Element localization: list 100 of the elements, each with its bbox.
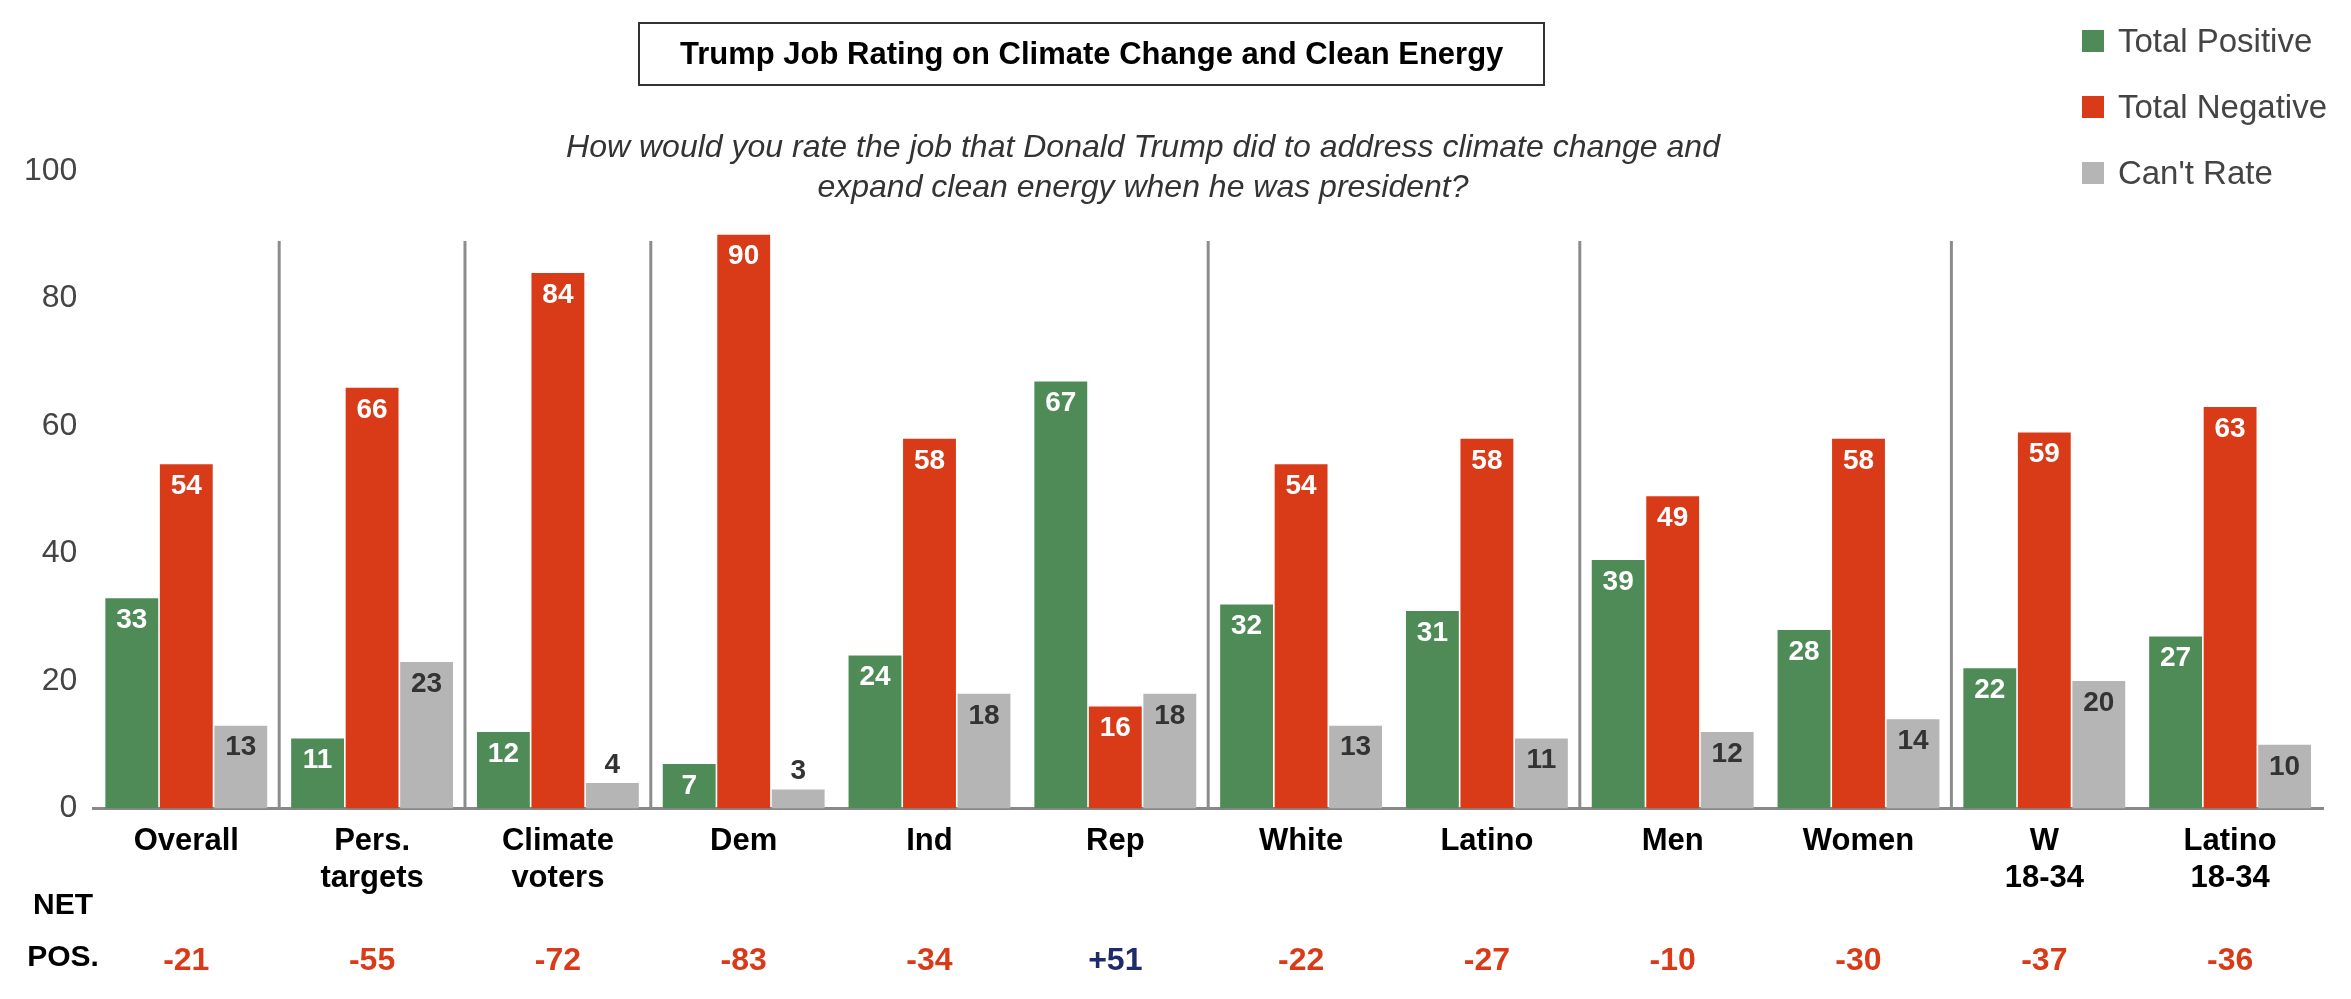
data-label: 18 bbox=[1154, 698, 1186, 730]
data-label: 16 bbox=[1099, 711, 1131, 743]
bar bbox=[771, 789, 825, 809]
text: -55 bbox=[348, 940, 396, 977]
bar bbox=[1646, 496, 1700, 809]
data-label: 32 bbox=[1231, 609, 1263, 641]
legend-label: Total Negative bbox=[2117, 88, 2327, 126]
data-label: 28 bbox=[1788, 634, 1820, 666]
data-label: 54 bbox=[1285, 469, 1318, 501]
text: +51 bbox=[1088, 940, 1143, 977]
bar bbox=[662, 763, 716, 809]
bar bbox=[159, 464, 213, 809]
x-tick-label: Pers. targets bbox=[320, 821, 424, 894]
data-label: 33 bbox=[116, 602, 148, 634]
bar bbox=[1460, 438, 1514, 809]
data-label: 39 bbox=[1602, 564, 1634, 596]
x-tick-label: Overall bbox=[133, 821, 239, 857]
bar bbox=[1963, 668, 2017, 809]
x-tick-label: W 18-34 bbox=[2004, 821, 2085, 894]
data-label: 66 bbox=[356, 392, 388, 424]
text: -34 bbox=[906, 940, 953, 977]
data-label: 3 bbox=[790, 754, 806, 786]
bar bbox=[531, 273, 585, 809]
y-tick-label: 80 bbox=[41, 278, 78, 315]
bar bbox=[1591, 559, 1645, 809]
text: -10 bbox=[1649, 940, 1696, 977]
data-label: 58 bbox=[1842, 443, 1875, 475]
y-tick-label: 60 bbox=[41, 405, 78, 442]
bar bbox=[1034, 381, 1088, 809]
bar bbox=[291, 738, 345, 809]
bar bbox=[1088, 706, 1142, 809]
data-label: 67 bbox=[1045, 386, 1077, 418]
data-label: 13 bbox=[225, 730, 257, 762]
text: -72 bbox=[534, 940, 582, 977]
x-tick-label: Latino bbox=[1440, 821, 1534, 857]
x-tick-label: Latino 18-34 bbox=[2183, 821, 2277, 894]
y-tick-label: 0 bbox=[59, 788, 78, 825]
bar bbox=[1514, 738, 1568, 809]
data-label: 84 bbox=[542, 277, 574, 309]
legend-label: Can't Rate bbox=[2117, 154, 2273, 192]
legend-label: Total Positive bbox=[2117, 22, 2313, 60]
data-label: 20 bbox=[2083, 685, 2115, 717]
bar bbox=[2017, 432, 2071, 809]
text: -27 bbox=[1463, 940, 1511, 977]
bar bbox=[717, 234, 771, 809]
data-label: 14 bbox=[1897, 724, 1929, 756]
text: -21 bbox=[163, 940, 210, 977]
data-label: 27 bbox=[2160, 641, 2192, 673]
bar bbox=[1274, 464, 1328, 809]
data-label: 90 bbox=[728, 239, 760, 271]
x-tick-label: White bbox=[1258, 821, 1344, 857]
bar bbox=[400, 661, 454, 809]
data-label: 13 bbox=[1340, 730, 1372, 762]
text: NET POS. bbox=[27, 887, 99, 973]
bar bbox=[1220, 604, 1274, 809]
data-label: 10 bbox=[2269, 749, 2301, 781]
bar bbox=[1700, 732, 1754, 809]
x-tick-label: Men bbox=[1641, 821, 1704, 857]
bar bbox=[476, 732, 530, 809]
bar bbox=[1405, 610, 1459, 809]
data-label: 58 bbox=[1471, 443, 1503, 475]
y-tick-label: 100 bbox=[24, 150, 78, 187]
data-label: 7 bbox=[681, 768, 697, 800]
data-label: 59 bbox=[2028, 437, 2060, 469]
x-tick-label: Dem bbox=[710, 821, 778, 857]
bar bbox=[105, 598, 159, 809]
bar bbox=[214, 725, 268, 809]
data-label: 23 bbox=[411, 666, 443, 698]
bar bbox=[1329, 725, 1383, 809]
chart-subtitle: How would you rate the job that Donald Trump did to address climate change and expand clean energy when he was president? bbox=[565, 127, 1722, 206]
data-label: 49 bbox=[1657, 500, 1689, 532]
bar bbox=[903, 438, 956, 809]
text: -30 bbox=[1835, 940, 1882, 977]
bar bbox=[1777, 630, 1831, 809]
data-label: 18 bbox=[968, 698, 1000, 730]
text: -37 bbox=[2021, 940, 2068, 977]
data-label: 4 bbox=[604, 747, 621, 779]
data-label: 24 bbox=[859, 660, 891, 692]
data-label: 58 bbox=[913, 443, 946, 475]
data-label: 63 bbox=[2214, 411, 2246, 443]
text: -36 bbox=[2206, 940, 2254, 977]
bar bbox=[1143, 693, 1197, 809]
bar bbox=[1886, 719, 1940, 809]
text: -83 bbox=[720, 940, 767, 977]
bar bbox=[2149, 636, 2203, 809]
y-tick-label: 40 bbox=[41, 533, 78, 570]
data-label: 12 bbox=[487, 736, 519, 768]
data-label: 54 bbox=[170, 469, 203, 501]
data-label: 12 bbox=[1711, 736, 1743, 768]
y-tick-label: 20 bbox=[41, 660, 78, 697]
bar bbox=[2203, 406, 2257, 809]
data-label: 11 bbox=[302, 743, 333, 775]
chart-title: Trump Job Rating on Climate Change and Clean Energy bbox=[638, 22, 1546, 86]
text: -22 bbox=[1277, 940, 1325, 977]
data-label: 22 bbox=[1974, 673, 2006, 705]
x-tick-label: Women bbox=[1802, 821, 1915, 857]
data-label: 11 bbox=[1526, 743, 1557, 775]
data-label: 31 bbox=[1416, 615, 1448, 647]
bar bbox=[848, 655, 902, 809]
bar bbox=[345, 387, 399, 809]
